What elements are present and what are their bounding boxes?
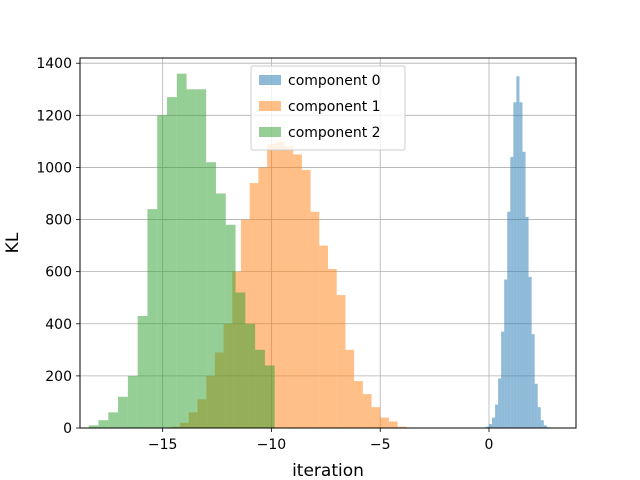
plot-frame xyxy=(79,57,577,429)
histogram-bar xyxy=(362,394,372,428)
x-axis-label: iteration xyxy=(292,461,364,480)
histogram-bar xyxy=(88,425,99,428)
histogram-bar xyxy=(516,76,520,428)
histogram-bar xyxy=(495,404,499,428)
histogram-bar xyxy=(245,323,256,428)
legend-swatch xyxy=(259,127,281,137)
histogram-bar xyxy=(275,141,285,428)
histogram-bar xyxy=(488,424,493,428)
histogram-bar xyxy=(284,146,294,428)
histogram-bar xyxy=(380,417,389,428)
histogram-bar xyxy=(267,143,276,429)
histogram-bar xyxy=(225,224,236,428)
histogram-bar xyxy=(537,407,541,428)
x-tick-label: −15 xyxy=(148,437,178,453)
histogram-bar xyxy=(157,115,168,428)
histogram-bar xyxy=(293,154,302,428)
histogram-bar xyxy=(310,211,320,428)
y-axis-label: KL xyxy=(3,232,23,253)
histogram-bar xyxy=(522,151,526,429)
y-tick-label: 0 xyxy=(63,421,72,437)
histogram-bars xyxy=(88,73,550,429)
histogram-bar xyxy=(519,102,523,428)
legend-swatch xyxy=(259,101,281,111)
y-tick-label: 1400 xyxy=(36,56,72,72)
histogram-bar xyxy=(264,365,275,428)
histogram-bar xyxy=(397,426,407,428)
histogram-bar xyxy=(388,421,398,428)
histogram-bar xyxy=(336,295,346,428)
legend-label: component 0 xyxy=(288,73,381,89)
histogram-bar xyxy=(528,276,532,428)
y-tick-label: 600 xyxy=(45,265,72,281)
histogram-bar xyxy=(319,245,328,428)
histogram-bar xyxy=(258,167,268,428)
histogram-bar xyxy=(249,183,259,428)
histogram-bar xyxy=(534,383,538,428)
legend-box xyxy=(250,65,406,151)
histogram-bar xyxy=(118,396,128,428)
histogram-bar xyxy=(215,193,226,428)
histogram-bar xyxy=(127,375,138,428)
histogram-bar xyxy=(176,73,187,429)
legend-label: component 1 xyxy=(288,99,381,115)
series-0-bars xyxy=(485,76,550,429)
histogram-bar xyxy=(235,292,246,428)
x-tick-label: −5 xyxy=(370,437,391,453)
y-tick-label: 800 xyxy=(45,213,72,229)
histogram-bar xyxy=(301,170,311,429)
histogram-bar xyxy=(543,425,547,428)
legend-label: component 2 xyxy=(288,125,381,141)
series-2-bars xyxy=(88,73,275,429)
histogram-bar xyxy=(540,420,544,428)
legend-swatch xyxy=(259,75,281,85)
histogram-bar xyxy=(345,349,355,428)
histogram-bar xyxy=(167,97,177,429)
histogram-bar xyxy=(371,407,381,428)
histogram-bar xyxy=(485,426,489,428)
y-tick-label: 200 xyxy=(45,369,72,385)
histogram-bar xyxy=(328,269,337,428)
histogram-bar xyxy=(525,216,529,428)
histogram-bar xyxy=(504,279,508,428)
histogram-bar xyxy=(186,89,197,428)
histogram-bar xyxy=(354,381,363,428)
histogram-bar xyxy=(98,420,109,428)
axis-ticks: −15 −10 −5 0 0 200 400 600 800 1000 1200 1400 xyxy=(36,56,493,453)
histogram-bar xyxy=(513,102,517,428)
histogram-bar xyxy=(510,157,514,428)
histogram-bar xyxy=(531,334,535,428)
histogram-bar xyxy=(108,412,119,428)
legend: component 0 component 1 component 2 xyxy=(250,65,406,151)
histogram-bar xyxy=(137,315,148,428)
histogram-bar xyxy=(501,331,505,428)
x-tick-label: 0 xyxy=(485,437,494,453)
y-tick-label: 1000 xyxy=(36,160,72,176)
histogram-bar xyxy=(147,209,158,428)
x-tick-label: −10 xyxy=(257,437,287,453)
y-tick-label: 1200 xyxy=(36,108,72,124)
histogram-bar xyxy=(255,349,265,428)
histogram-bar xyxy=(507,211,511,428)
histogram-bar xyxy=(492,417,496,428)
histogram-bar xyxy=(206,162,216,429)
histogram-bar xyxy=(498,378,502,428)
histogram-bar xyxy=(196,89,207,428)
y-tick-label: 400 xyxy=(45,317,72,333)
